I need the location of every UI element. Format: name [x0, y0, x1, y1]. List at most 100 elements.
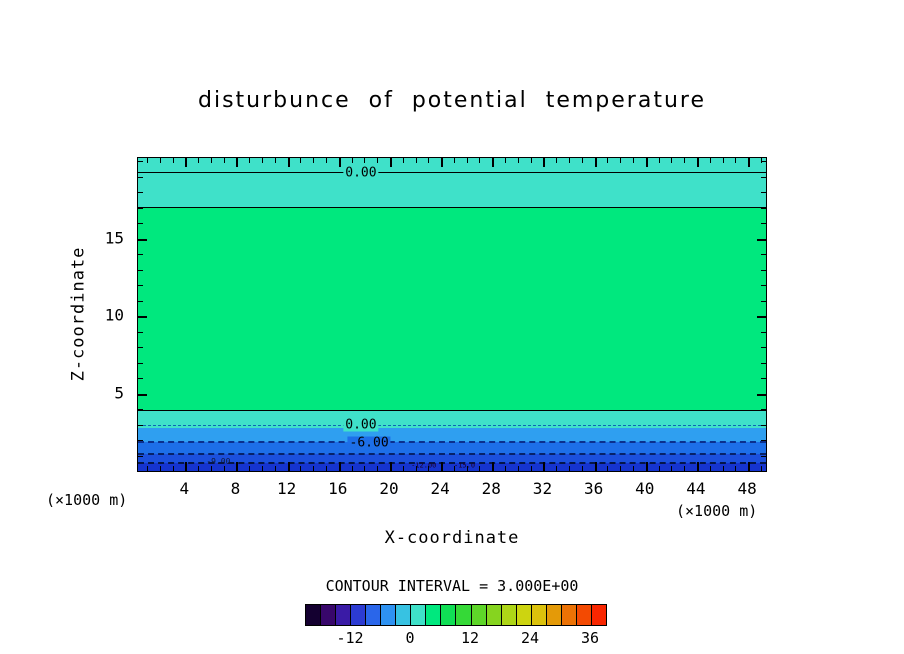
x-tick-label: 40	[635, 479, 655, 498]
z-minor-tick	[761, 440, 766, 441]
z-minor-tick	[138, 285, 143, 287]
x-minor-tick	[735, 466, 737, 471]
x-major-tick	[287, 462, 290, 471]
x-minor-tick	[479, 158, 481, 163]
contour-label: -6.00	[347, 435, 391, 451]
x-minor-tick	[415, 466, 417, 471]
colorbar-segment	[321, 605, 337, 625]
x-minor-tick	[364, 466, 366, 471]
z-minor-tick	[761, 455, 766, 457]
x-major-tick	[236, 462, 239, 471]
colorbar-tick-label: 0	[405, 629, 415, 647]
x-minor-tick	[671, 158, 673, 163]
contour-label: 0.00	[343, 165, 379, 181]
x-major-tick	[594, 158, 597, 167]
x-minor-tick	[581, 466, 583, 471]
x-major-tick	[389, 462, 392, 471]
x-minor-tick	[658, 466, 660, 471]
x-tick-label: 48	[737, 479, 757, 498]
x-minor-tick	[735, 158, 737, 163]
x-minor-tick	[709, 158, 711, 163]
x-major-tick	[441, 462, 444, 471]
colorbar-tick-label: 36	[580, 629, 600, 647]
x-minor-tick	[262, 158, 264, 163]
z-major-tick	[757, 316, 766, 319]
z-major-tick	[757, 393, 766, 396]
z-minor-tick	[761, 192, 766, 194]
z-minor-tick	[138, 207, 143, 209]
colorbar-segment	[501, 605, 517, 625]
x-major-tick	[645, 158, 648, 167]
x-minor-tick	[402, 466, 404, 471]
z-minor-tick	[138, 362, 143, 364]
contour-label: -9.00	[206, 456, 231, 466]
x-minor-tick	[505, 466, 507, 471]
x-minor-tick	[274, 158, 276, 163]
x-minor-tick	[313, 158, 315, 163]
z-minor-tick	[761, 161, 766, 163]
colorbar-segment	[486, 605, 502, 625]
plot-area: 0.00 0.00 -6.00 -9.00 -12.00 -15.0	[137, 157, 767, 472]
x-minor-tick	[351, 158, 353, 163]
x-minor-tick	[517, 158, 519, 163]
colorbar-segment	[306, 605, 322, 625]
z-minor-tick	[761, 362, 766, 364]
x-minor-tick	[146, 158, 148, 163]
z-minor-tick	[138, 331, 143, 333]
x-minor-tick	[556, 466, 558, 471]
x-tick-label: 24	[430, 479, 450, 498]
x-minor-tick	[402, 158, 404, 163]
x-major-tick	[696, 158, 699, 167]
x-minor-tick	[530, 466, 532, 471]
fill-band	[138, 410, 766, 428]
z-minor-tick	[138, 455, 143, 457]
z-minor-tick	[138, 176, 143, 178]
z-minor-tick	[761, 424, 766, 426]
contour-label: -15.0	[454, 461, 476, 470]
z-minor-tick	[761, 176, 766, 178]
x-tick-label: 36	[583, 479, 604, 498]
x-minor-tick	[607, 158, 609, 163]
z-minor-tick	[138, 254, 143, 256]
x-tick-label: 20	[379, 479, 399, 498]
z-minor-tick	[138, 223, 143, 225]
x-major-tick	[594, 462, 597, 471]
x-minor-tick	[172, 158, 174, 163]
contour-line	[138, 453, 766, 456]
x-major-tick	[389, 158, 392, 167]
fill-band	[138, 441, 766, 455]
fill-band	[138, 454, 766, 464]
contour-line	[138, 207, 766, 209]
colorbar-tick-label: 12	[460, 629, 480, 647]
z-minor-tick	[761, 254, 766, 256]
z-minor-tick	[761, 331, 766, 333]
colorbar-segment	[336, 605, 352, 625]
z-minor-tick	[138, 300, 143, 302]
colorbar-segment	[546, 605, 562, 625]
x-minor-tick	[453, 158, 455, 163]
colorbar-segment	[531, 605, 547, 625]
contour-line	[138, 172, 766, 174]
x-minor-tick	[581, 158, 583, 163]
colorbar-segment	[396, 605, 412, 625]
x-tick-label: 16	[328, 479, 348, 498]
z-tick-label: 5	[114, 383, 124, 403]
x-minor-tick	[428, 158, 430, 163]
contour-line	[138, 409, 766, 411]
x-minor-tick	[300, 158, 302, 163]
fill-band	[138, 463, 766, 471]
x-minor-tick	[684, 466, 686, 471]
contour-line	[138, 424, 766, 426]
x-major-tick	[441, 158, 444, 167]
x-minor-tick	[722, 466, 724, 471]
x-major-tick	[748, 158, 751, 167]
x-minor-tick	[377, 158, 379, 163]
x-tick-label: 4	[179, 479, 190, 498]
fill-band	[138, 158, 766, 209]
x-minor-tick	[313, 466, 315, 471]
x-axis-unit-label: (×1000 m)	[676, 502, 758, 520]
z-minor-tick	[138, 161, 143, 163]
x-minor-tick	[556, 158, 558, 163]
x-major-tick	[492, 158, 495, 167]
z-minor-tick	[761, 269, 766, 271]
